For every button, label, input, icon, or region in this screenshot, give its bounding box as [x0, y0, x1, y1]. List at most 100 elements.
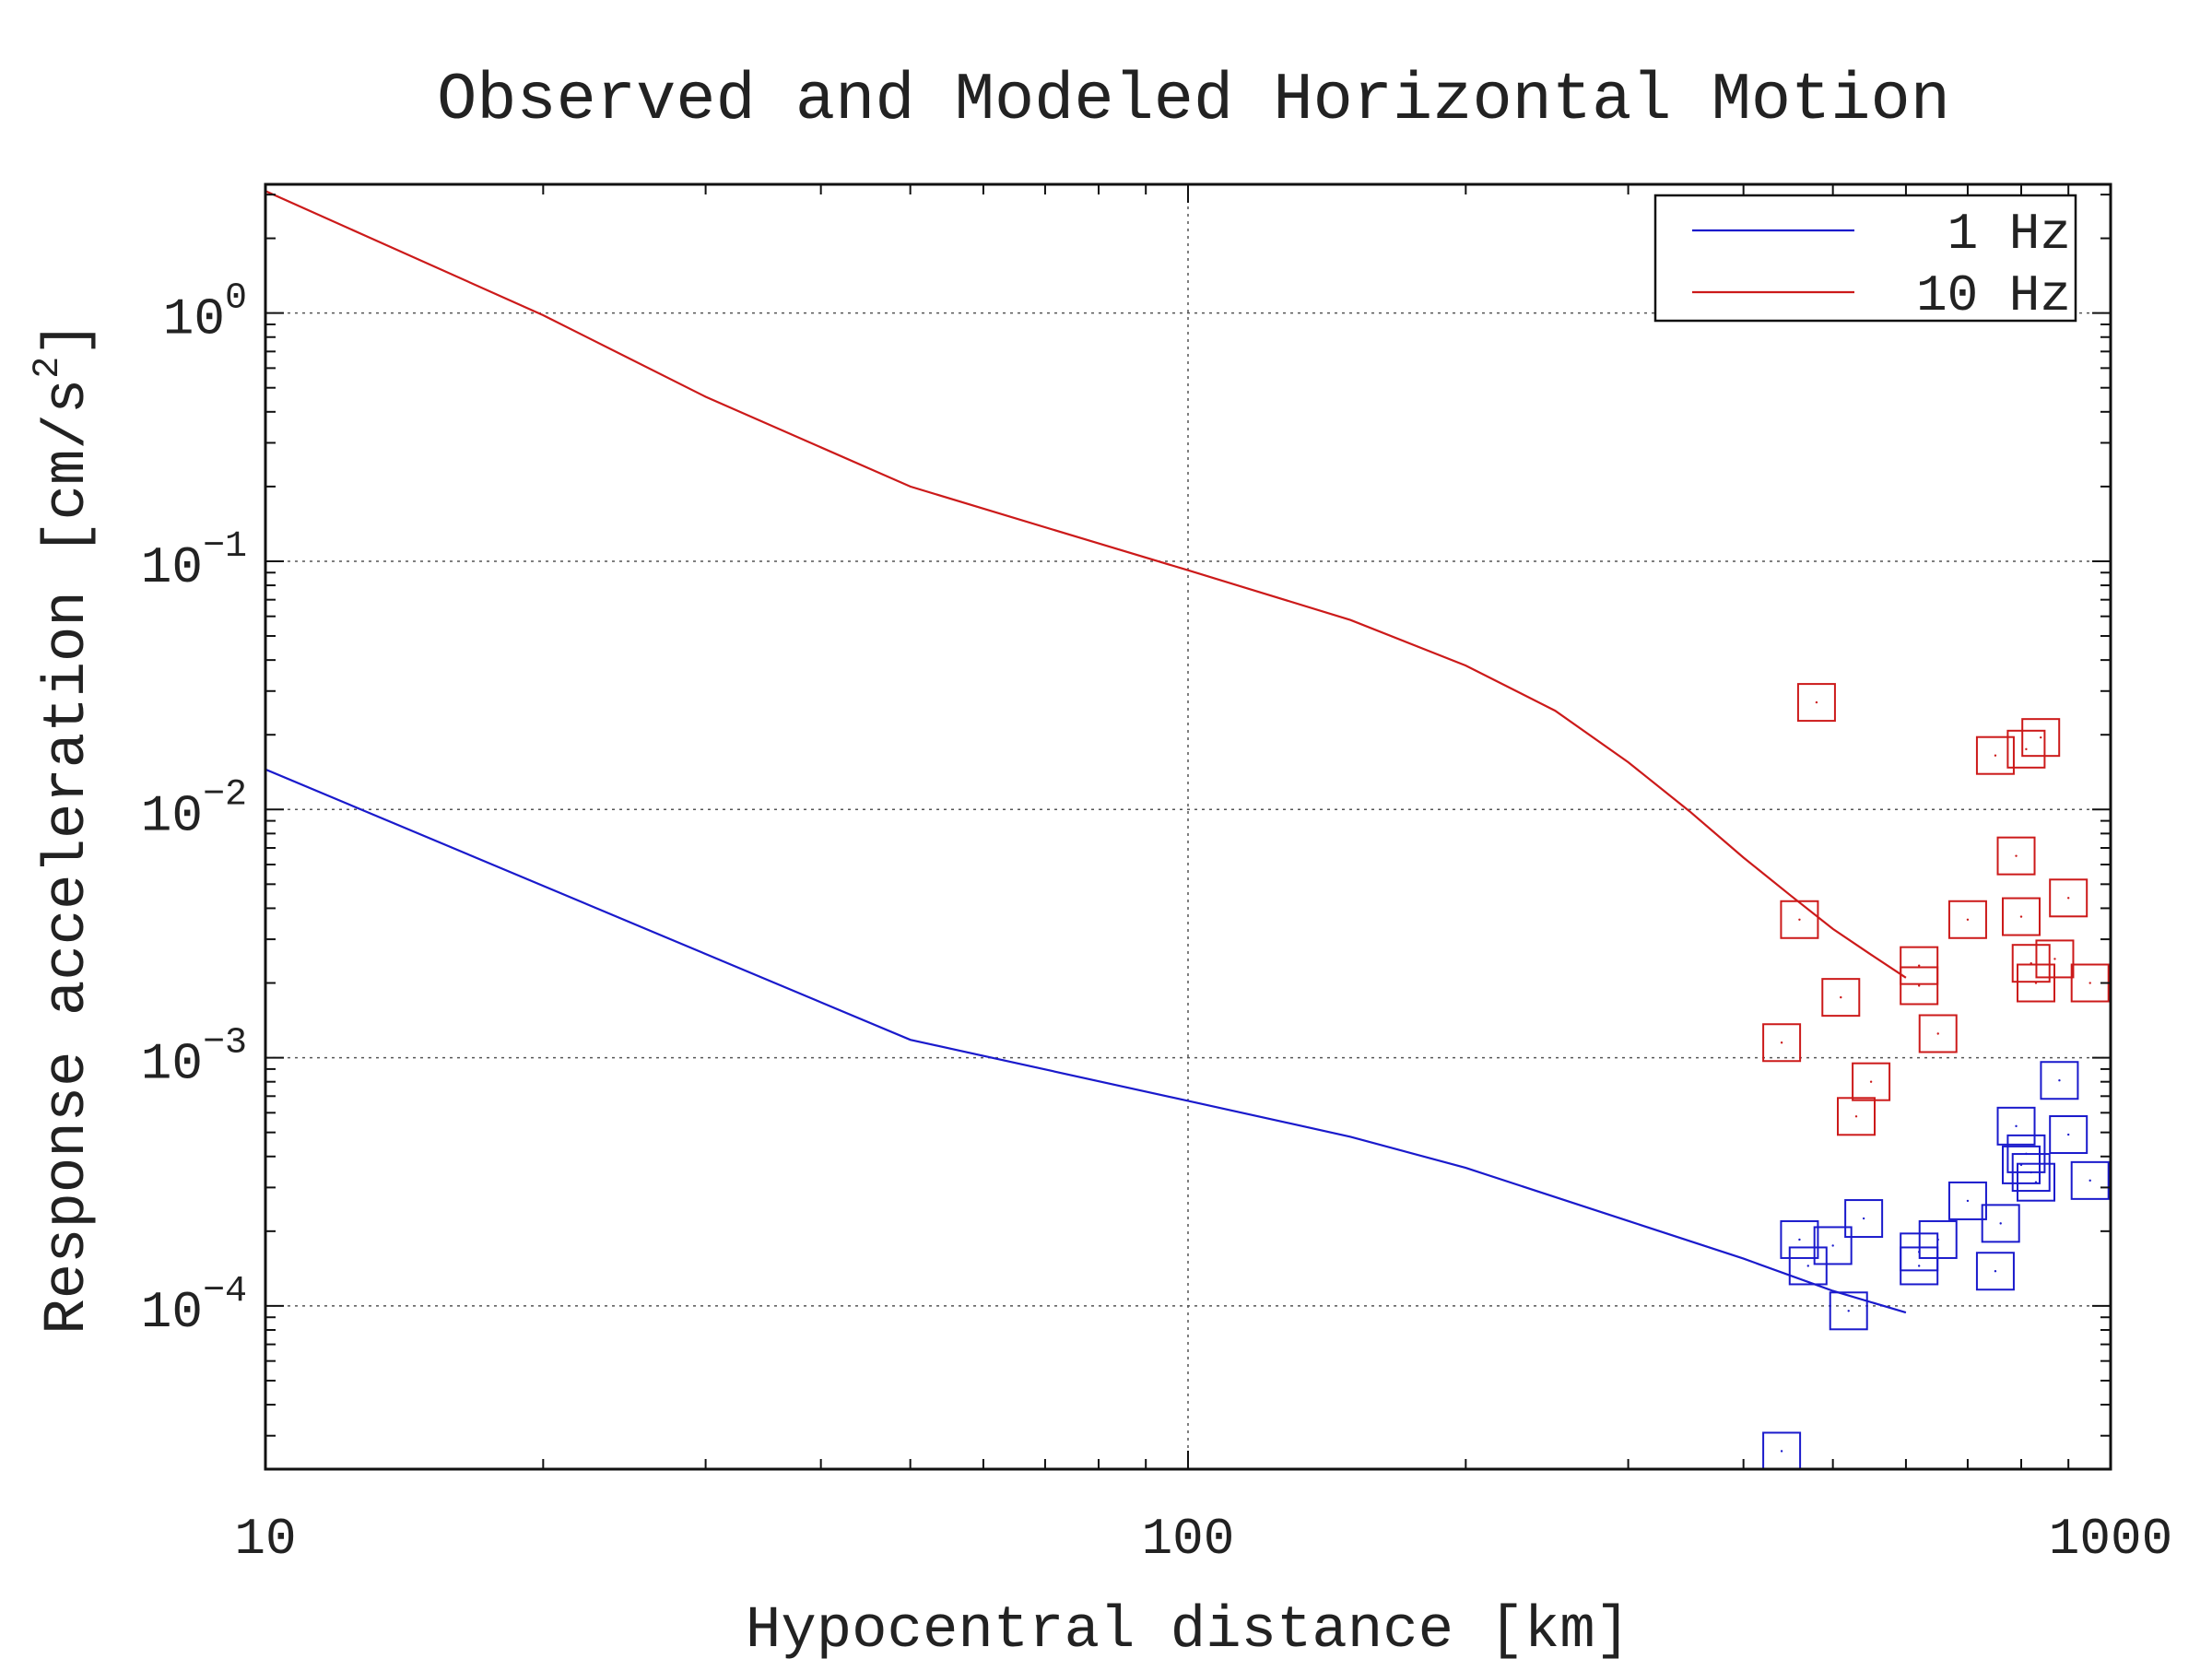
data-point-center-1hz: [1847, 1310, 1850, 1312]
y-tick-label-base: 10: [141, 786, 203, 845]
x-tick-label: 1000: [2049, 1510, 2172, 1569]
data-point-center-10hz: [2040, 735, 2042, 739]
data-point-center-10hz: [1780, 1041, 1783, 1044]
data-point-1hz: [2049, 1115, 2088, 1155]
data-point-center-1hz: [2088, 1179, 2091, 1182]
data-point-10hz: [2035, 939, 2075, 979]
y-tick-label-exponent: 0: [225, 278, 247, 320]
data-point-10hz: [1900, 966, 1939, 1006]
data-point-10hz: [1947, 900, 1987, 939]
data-point-1hz: [2040, 1061, 2079, 1100]
data-point-1hz: [2001, 1145, 2041, 1184]
data-point-10hz: [2049, 878, 2088, 918]
x-tick-label: 100: [1142, 1510, 1235, 1569]
y-tick-label-base: 10: [163, 290, 225, 349]
y-tick-label-exponent: −3: [203, 1023, 247, 1065]
data-point-center-1hz: [2058, 1079, 2061, 1082]
data-point-center-1hz: [2030, 1171, 2032, 1174]
x-tick-label: 10: [234, 1510, 296, 1569]
data-point-1hz: [1981, 1204, 2020, 1243]
y-axis-label-main: Response acceleration [cm/s: [35, 379, 101, 1335]
y-tick-label-exponent: −4: [203, 1271, 247, 1312]
legend-label-10hz: 10 Hz: [1916, 266, 2071, 325]
data-point-10hz: [2011, 944, 2051, 983]
data-point-1hz: [1975, 1252, 2015, 1291]
chart-title: Observed and Modeled Horizontal Motion: [437, 63, 1950, 138]
data-point-center-1hz: [1917, 1265, 1921, 1267]
y-axis-label-suffix: ]: [35, 321, 101, 356]
data-point-center-10hz: [1936, 1032, 1939, 1035]
y-tick-label-base: 10: [141, 538, 203, 597]
data-point-1hz: [1788, 1246, 1828, 1286]
data-point-1hz: [1813, 1226, 1853, 1265]
data-point-center-1hz: [1999, 1222, 2002, 1225]
x-axis: 10 100 1000: [234, 184, 2172, 1569]
series-line-1hz: [265, 768, 1907, 1314]
y-tick-label-base: 10: [141, 1035, 203, 1094]
data-point-10hz: [2006, 729, 2046, 769]
data-point-center-10hz: [2019, 915, 2023, 918]
data-point-10hz: [1780, 900, 1819, 939]
data-point-1hz: [2016, 1162, 2055, 1202]
data-point-center-10hz: [1966, 918, 1970, 921]
data-point-10hz: [1975, 735, 2015, 775]
y-tick-label-base: 10: [141, 1283, 203, 1342]
data-point-center-10hz: [1869, 1080, 1873, 1083]
data-point-10hz: [1837, 1097, 1877, 1136]
data-point-1hz: [1844, 1199, 1884, 1239]
data-point-center-10hz: [1917, 984, 1921, 987]
data-point-1hz: [1996, 1106, 2036, 1146]
y-tick-label: 10−1: [141, 526, 247, 597]
data-point-center-1hz: [1831, 1244, 1834, 1247]
data-point-center-10hz: [2066, 897, 2070, 900]
data-point-10hz: [1762, 1023, 1802, 1063]
data-point-center-10hz: [2053, 958, 2056, 960]
y-tick-label: 10−2: [141, 774, 247, 845]
data-point-10hz: [2001, 897, 2041, 936]
data-point-center-10hz: [1815, 700, 1818, 704]
data-point-center-1hz: [2034, 1181, 2038, 1183]
data-point-1hz: [1780, 1219, 1819, 1259]
y-axis-label-exponent: 2: [28, 357, 69, 379]
data-point-10hz: [2021, 718, 2061, 758]
data-point-10hz: [1996, 836, 2036, 876]
data-point-1hz: [1829, 1291, 1868, 1331]
data-point-center-10hz: [1840, 995, 1842, 999]
y-tick-label-exponent: −1: [203, 526, 247, 568]
data-point-center-10hz: [2025, 747, 2028, 751]
data-point-center-10hz: [2015, 854, 2018, 857]
data-point-1hz: [2011, 1153, 2051, 1193]
y-tick-label-exponent: −2: [203, 774, 247, 816]
plot-clip-area: [265, 190, 2110, 1469]
data-point-10hz: [1796, 683, 1836, 723]
data-point-10hz: [1918, 1014, 1958, 1053]
data-point-10hz: [1852, 1062, 1891, 1101]
y-tick-label: 10−4: [141, 1271, 247, 1342]
series-line-10hz: [265, 190, 1907, 979]
legend-label-1hz: 1 Hz: [1947, 205, 2071, 264]
grid-lines: [265, 184, 2111, 1469]
data-point-center-1hz: [1780, 1450, 1783, 1453]
data-point-center-1hz: [1798, 1238, 1801, 1241]
data-point-center-1hz: [1994, 1270, 1997, 1273]
data-point-center-1hz: [2015, 1124, 2018, 1128]
data-point-center-10hz: [2034, 982, 2038, 984]
y-axis-label: Response acceleration [cm/s2]: [28, 321, 101, 1334]
data-point-1hz: [1762, 1431, 1802, 1469]
data-point-center-1hz: [1806, 1265, 1809, 1267]
data-point-1hz: [1918, 1219, 1958, 1259]
data-point-1hz: [2070, 1160, 2110, 1200]
data-point-center-10hz: [1994, 754, 1997, 757]
data-point-center-1hz: [1966, 1199, 1970, 1203]
data-point-center-10hz: [1854, 1115, 1858, 1118]
data-point-center-10hz: [1917, 964, 1921, 967]
data-point-10hz: [1821, 978, 1861, 1018]
y-tick-label: 100: [163, 278, 247, 349]
legend-box: [1653, 194, 2077, 323]
data-point-center-10hz: [1798, 918, 1801, 921]
data-point-1hz: [1947, 1181, 1987, 1220]
data-point-center-1hz: [1862, 1217, 1865, 1220]
